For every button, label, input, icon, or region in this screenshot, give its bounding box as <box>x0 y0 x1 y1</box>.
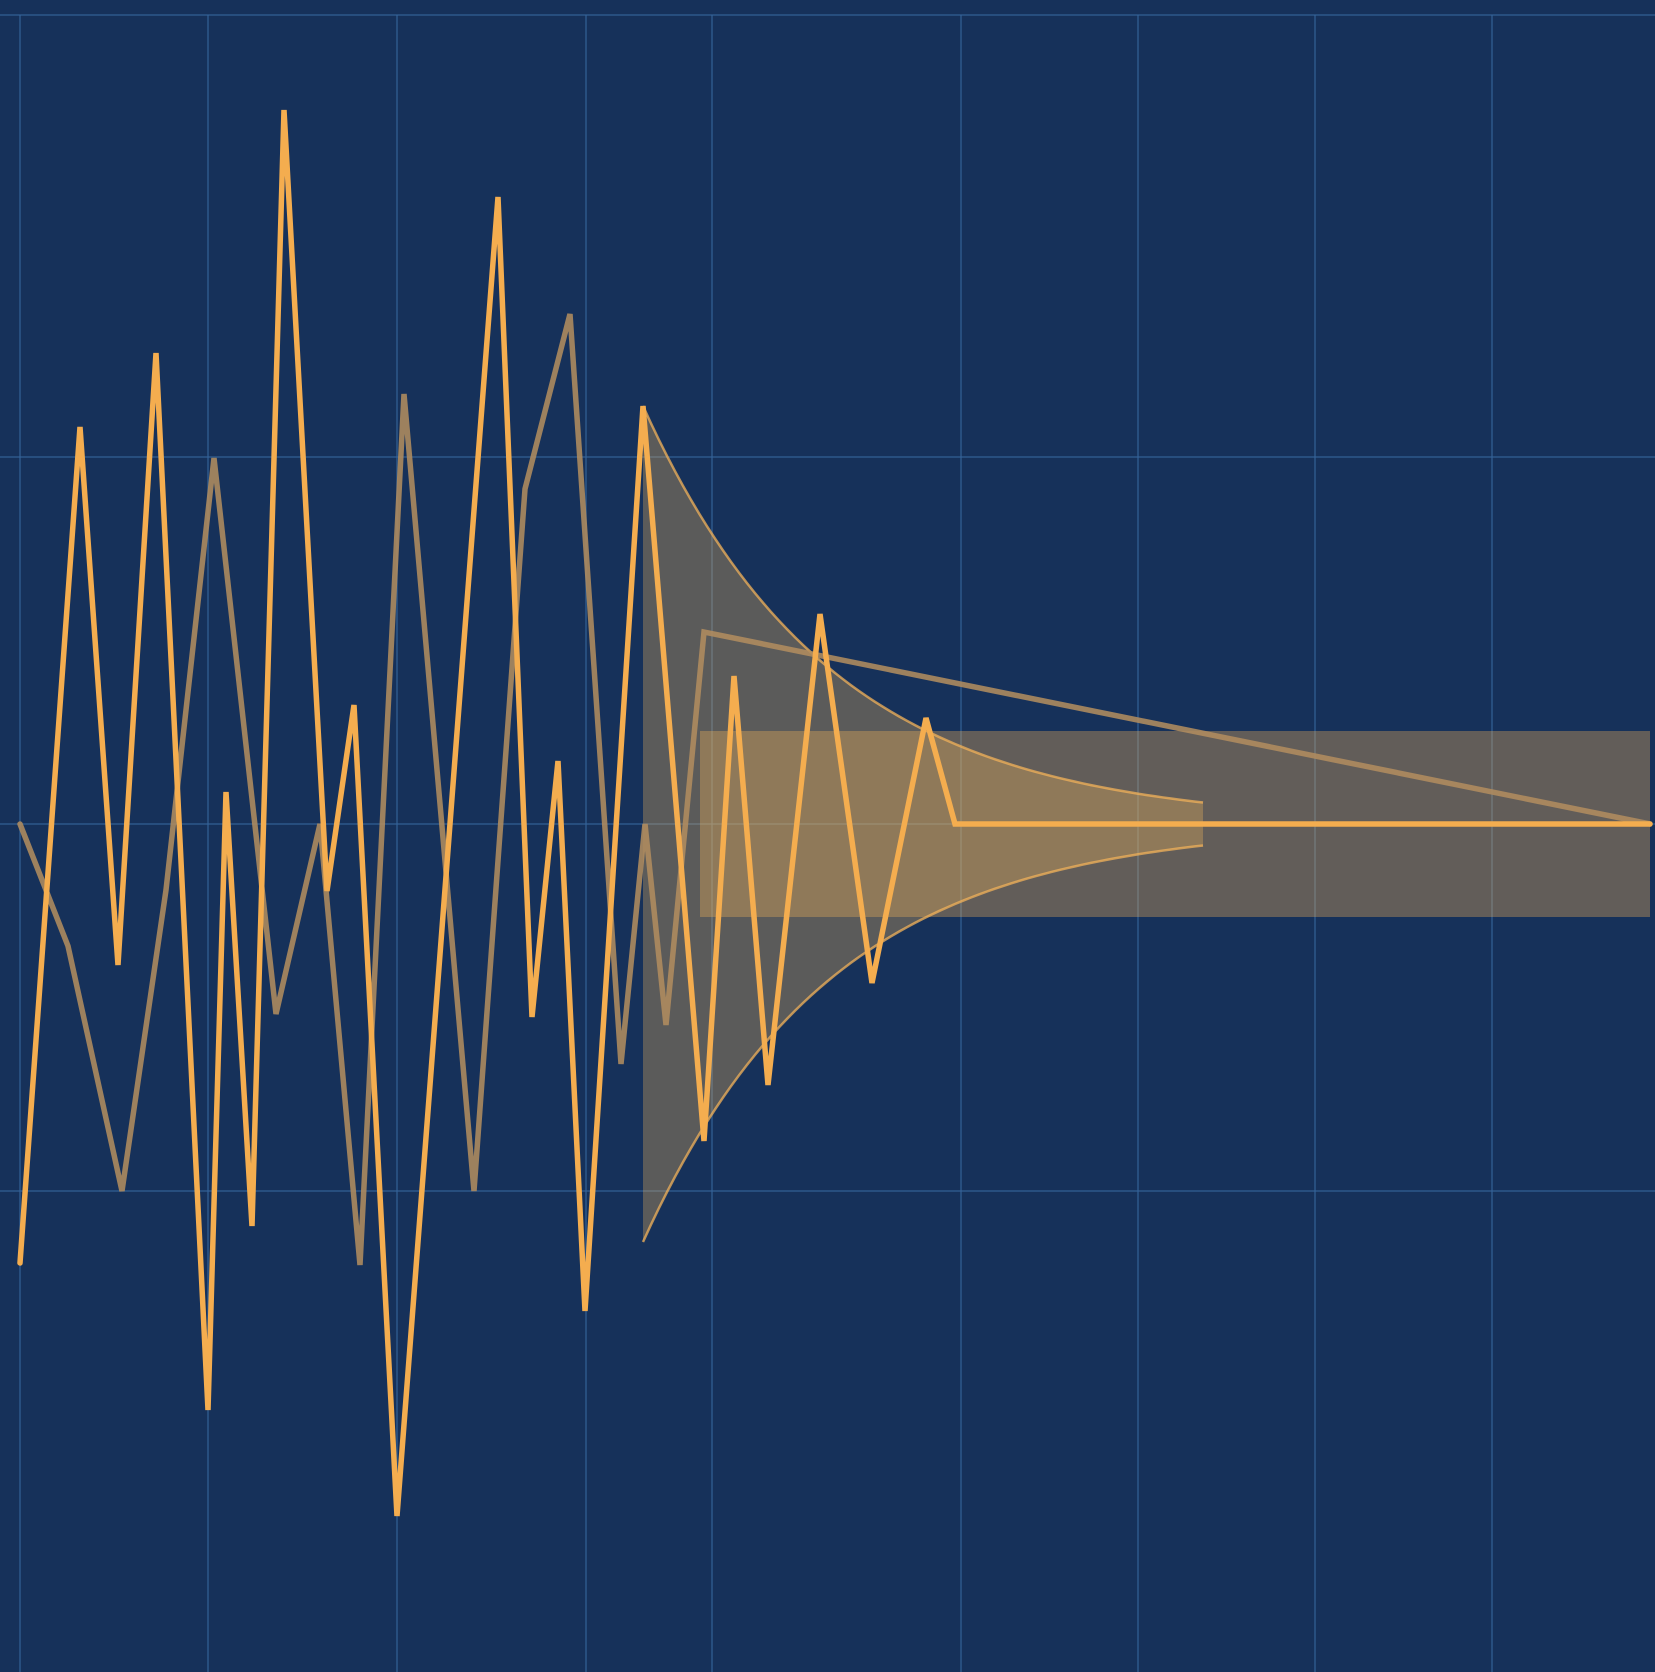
decaying-envelope-band <box>643 406 1203 1242</box>
grid-layer <box>0 14 1655 1672</box>
lower-envelope-line <box>641 844 1204 1243</box>
series-layer <box>17 109 1653 1517</box>
primary-waveform-line <box>17 109 1653 1517</box>
secondary-waveform-line <box>17 313 1653 1266</box>
